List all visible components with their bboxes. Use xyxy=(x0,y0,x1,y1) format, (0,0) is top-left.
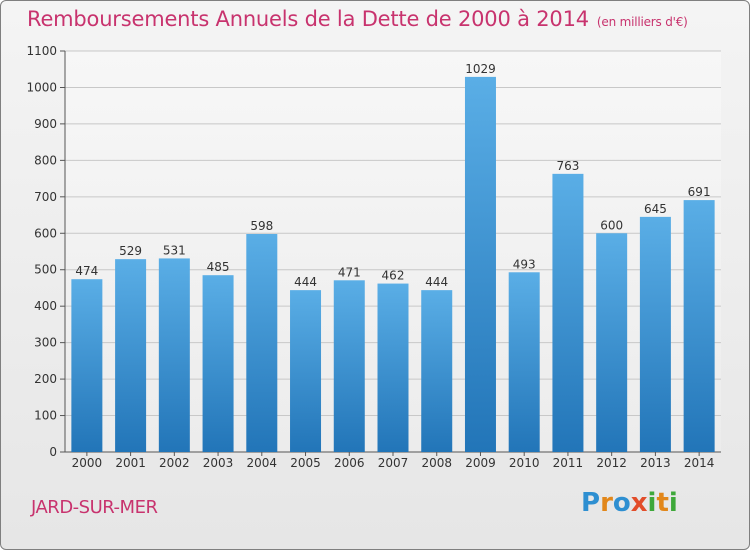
x-axis-ticks: 2000 2001 2002 2003 2004 2005 2006 2007 2008 2009… xyxy=(72,452,715,470)
data-label-2012: 600 xyxy=(600,218,623,232)
x-tick-label: 2011 xyxy=(553,456,584,470)
y-tick-label: 900 xyxy=(34,117,57,131)
bar-2014 xyxy=(683,200,715,452)
bars xyxy=(71,76,715,453)
x-tick-label: 2006 xyxy=(334,456,365,470)
bar-2007 xyxy=(377,283,409,452)
y-tick-label: 100 xyxy=(34,409,57,423)
x-tick-label: 2000 xyxy=(72,456,103,470)
y-tick-label: 600 xyxy=(34,226,57,240)
proxiti-logo: Proxiti xyxy=(581,488,678,518)
x-tick-label: 2009 xyxy=(465,456,496,470)
bar-2005 xyxy=(290,290,322,452)
x-tick-label: 2001 xyxy=(115,456,146,470)
x-tick-label: 2008 xyxy=(421,456,452,470)
data-label-2000: 474 xyxy=(75,264,98,278)
data-label-2004: 598 xyxy=(250,219,273,233)
data-label-2005: 444 xyxy=(294,275,317,289)
data-label-2006: 471 xyxy=(338,265,361,279)
data-label-2014: 691 xyxy=(688,185,711,199)
chart-title: Remboursements Annuels de la Dette de 20… xyxy=(27,7,688,31)
x-tick-label: 2002 xyxy=(159,456,190,470)
data-label-2009: 1029 xyxy=(465,62,496,76)
bar-2004 xyxy=(246,234,278,452)
bar-2000 xyxy=(71,279,103,452)
bar-2006 xyxy=(333,280,365,452)
x-tick-label: 2004 xyxy=(247,456,278,470)
x-tick-label: 2012 xyxy=(596,456,627,470)
y-tick-label: 0 xyxy=(49,445,57,459)
y-tick-label: 1100 xyxy=(26,44,57,58)
bar-2010 xyxy=(508,272,540,452)
data-label-2003: 485 xyxy=(207,260,230,274)
bar-2013 xyxy=(639,216,671,452)
y-tick-label: 300 xyxy=(34,336,57,350)
data-label-2002: 531 xyxy=(163,243,186,257)
bar-2011 xyxy=(552,173,584,453)
bar-2002 xyxy=(158,258,190,452)
bar-2008 xyxy=(421,290,453,452)
x-tick-label: 2007 xyxy=(378,456,409,470)
data-label-2011: 763 xyxy=(556,159,579,173)
y-tick-label: 500 xyxy=(34,263,57,277)
x-tick-label: 2010 xyxy=(509,456,540,470)
y-tick-label: 400 xyxy=(34,299,57,313)
bar-2012 xyxy=(596,233,628,452)
bar-2001 xyxy=(115,259,147,452)
data-label-2007: 462 xyxy=(382,269,405,283)
x-tick-label: 2013 xyxy=(640,456,671,470)
commune-name: JARD-SUR-MER xyxy=(31,497,158,518)
y-tick-label: 800 xyxy=(34,153,57,167)
x-tick-label: 2005 xyxy=(290,456,321,470)
data-label-2010: 493 xyxy=(513,257,536,271)
y-tick-label: 700 xyxy=(34,190,57,204)
x-tick-label: 2003 xyxy=(203,456,234,470)
unit-note: (en milliers d'€) xyxy=(596,15,688,29)
data-labels: 474 529 531 485 598 444 471 462 444 1029 493 763 600… xyxy=(75,62,710,289)
y-tick-label: 200 xyxy=(34,372,57,386)
x-tick-label: 2014 xyxy=(684,456,715,470)
data-label-2008: 444 xyxy=(425,275,448,289)
bar-2003 xyxy=(202,275,234,452)
chart-title-text: Remboursements Annuels de la Dette de 20… xyxy=(27,7,589,31)
y-tick-label: 1000 xyxy=(26,80,57,94)
bar-2009 xyxy=(464,76,496,453)
data-label-2013: 645 xyxy=(644,202,667,216)
data-label-2001: 529 xyxy=(119,244,142,258)
